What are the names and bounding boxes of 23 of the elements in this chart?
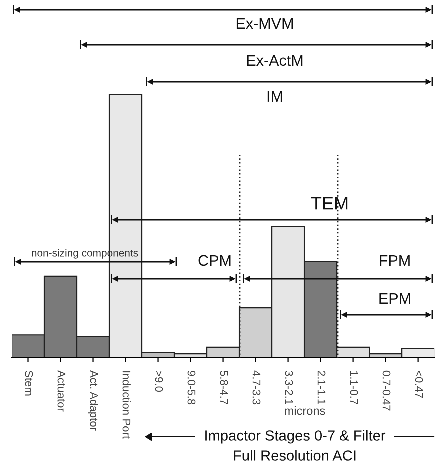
x-tick-label: Actuator (58, 370, 66, 412)
x-tick-label: 3.3-2.1 (285, 370, 294, 405)
x-tick-label: >9.0 (155, 371, 164, 392)
text: Ex-MVM (236, 18, 294, 29)
x-tick-label: 1.1-0.7 (350, 371, 358, 405)
x-tick-label: 2.1-1.1 (318, 371, 326, 405)
x-tick-label: 0.7-0.47 (382, 370, 391, 411)
annotation: EPM (380, 293, 410, 304)
x-tick-label: 9.0-5.8 (188, 371, 196, 405)
x-tick-label: Act. Adaptor (88, 370, 98, 431)
x-tick-label: Induction Port (122, 372, 131, 439)
text: Impactor Stages 0-7 & Filter (206, 430, 386, 444)
text: microns (285, 406, 326, 416)
annotation: CPM (198, 255, 231, 266)
annotation: FPM (380, 255, 410, 266)
annotation: IM (268, 91, 282, 102)
x-tick-label: <0.47 (415, 371, 424, 398)
text: Ex-ActM (247, 55, 303, 66)
x-tick-label: 5.8-4.7 (220, 370, 228, 405)
annotation: TEM (311, 197, 348, 210)
x-tick-label: 4.7-3.3 (252, 370, 261, 405)
x-tick-label: Stem (25, 371, 34, 396)
text: Full Resolution ACI (234, 450, 356, 461)
